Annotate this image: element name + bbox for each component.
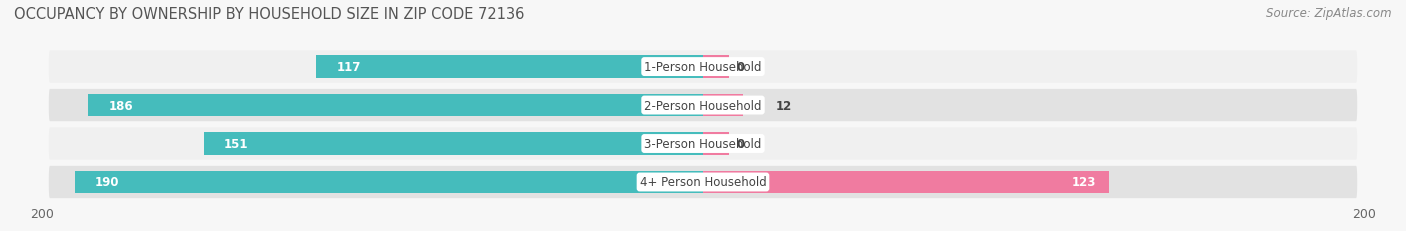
Bar [316, 56, 703, 78]
Text: Source: ZipAtlas.com: Source: ZipAtlas.com [1267, 7, 1392, 20]
Bar [89, 94, 703, 117]
Text: 151: 151 [224, 137, 249, 150]
Text: 12: 12 [776, 99, 792, 112]
Bar [204, 133, 703, 155]
Bar [76, 171, 703, 193]
Text: 190: 190 [96, 176, 120, 189]
Bar [703, 94, 742, 117]
Text: 117: 117 [336, 61, 360, 74]
Text: 0: 0 [737, 61, 744, 74]
Text: 2-Person Household: 2-Person Household [644, 99, 762, 112]
Text: 1-Person Household: 1-Person Household [644, 61, 762, 74]
Text: 186: 186 [108, 99, 134, 112]
Text: OCCUPANCY BY OWNERSHIP BY HOUSEHOLD SIZE IN ZIP CODE 72136: OCCUPANCY BY OWNERSHIP BY HOUSEHOLD SIZE… [14, 7, 524, 22]
Text: 3-Person Household: 3-Person Household [644, 137, 762, 150]
Text: 4+ Person Household: 4+ Person Household [640, 176, 766, 189]
FancyBboxPatch shape [49, 166, 1357, 198]
FancyBboxPatch shape [49, 128, 1357, 160]
Text: 0: 0 [737, 137, 744, 150]
Text: 123: 123 [1071, 176, 1097, 189]
Bar [703, 171, 1109, 193]
Bar [703, 133, 730, 155]
FancyBboxPatch shape [49, 51, 1357, 83]
FancyBboxPatch shape [49, 89, 1357, 122]
Bar [703, 56, 730, 78]
